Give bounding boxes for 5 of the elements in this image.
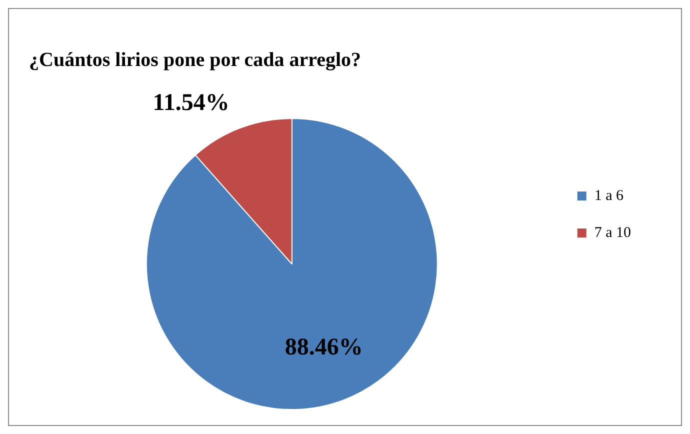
legend-label: 7 a 10: [594, 224, 632, 241]
legend-label: 1 a 6: [594, 188, 624, 204]
data-label: 88.46%: [284, 334, 363, 361]
chart-title: ¿Cuántos lirios pone por cada arreglo?: [29, 49, 362, 72]
data-label: 11.54%: [152, 90, 230, 116]
